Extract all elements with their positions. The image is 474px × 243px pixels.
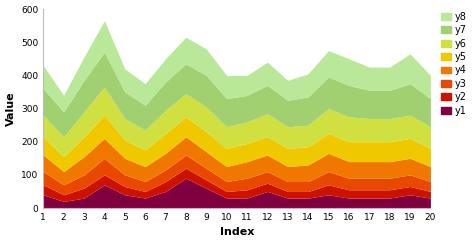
Legend: y8, y7, y6, y5, y4, y3, y2, y1: y8, y7, y6, y5, y4, y3, y2, y1 — [439, 10, 469, 118]
Y-axis label: Value: Value — [6, 91, 16, 126]
X-axis label: Index: Index — [219, 227, 254, 237]
